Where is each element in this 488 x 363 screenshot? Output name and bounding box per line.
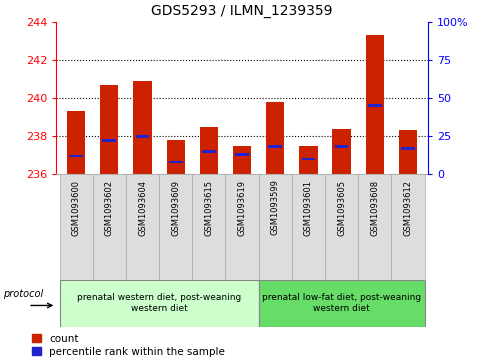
Bar — [60, 174, 93, 280]
Text: GSM1093602: GSM1093602 — [104, 179, 114, 236]
Bar — [299, 146, 317, 174]
Bar — [398, 130, 416, 174]
Bar — [168, 160, 182, 163]
Bar — [334, 145, 348, 148]
Legend: count, percentile rank within the sample: count, percentile rank within the sample — [30, 332, 227, 359]
Bar — [268, 145, 282, 148]
Text: prenatal low-fat diet, post-weaning
western diet: prenatal low-fat diet, post-weaning west… — [262, 293, 420, 313]
Bar — [202, 150, 215, 153]
Bar — [125, 174, 159, 280]
Bar — [225, 174, 258, 280]
Text: GSM1093604: GSM1093604 — [138, 179, 147, 236]
Bar — [258, 280, 424, 327]
Bar — [69, 155, 83, 158]
Text: GSM1093599: GSM1093599 — [270, 179, 279, 235]
Bar — [135, 135, 149, 138]
Title: GDS5293 / ILMN_1239359: GDS5293 / ILMN_1239359 — [151, 4, 332, 18]
Bar — [400, 147, 414, 150]
Bar — [332, 129, 350, 174]
Bar — [365, 35, 383, 174]
Text: GSM1093612: GSM1093612 — [403, 179, 411, 236]
Text: GSM1093615: GSM1093615 — [204, 179, 213, 236]
Text: GSM1093600: GSM1093600 — [72, 179, 81, 236]
Text: protocol: protocol — [3, 289, 43, 299]
Bar — [235, 153, 248, 156]
Bar — [258, 174, 291, 280]
Bar — [60, 280, 258, 327]
Text: GSM1093619: GSM1093619 — [237, 179, 246, 236]
Bar — [102, 139, 116, 142]
Bar — [166, 140, 184, 174]
Bar — [367, 104, 381, 107]
Text: prenatal western diet, post-weaning
western diet: prenatal western diet, post-weaning west… — [77, 293, 241, 313]
Bar — [192, 174, 225, 280]
Text: GSM1093605: GSM1093605 — [336, 179, 346, 236]
Text: GSM1093601: GSM1093601 — [304, 179, 312, 236]
Bar — [291, 174, 325, 280]
Text: GSM1093609: GSM1093609 — [171, 179, 180, 236]
Bar — [67, 111, 85, 174]
Bar — [325, 174, 357, 280]
Bar — [93, 174, 125, 280]
Bar — [265, 102, 284, 174]
Bar — [133, 81, 151, 174]
Bar — [357, 174, 390, 280]
Bar — [100, 85, 118, 174]
Bar — [390, 174, 424, 280]
Text: GSM1093608: GSM1093608 — [369, 179, 379, 236]
Bar — [199, 127, 218, 174]
Bar — [301, 158, 315, 160]
Bar — [159, 174, 192, 280]
Bar — [232, 146, 251, 174]
